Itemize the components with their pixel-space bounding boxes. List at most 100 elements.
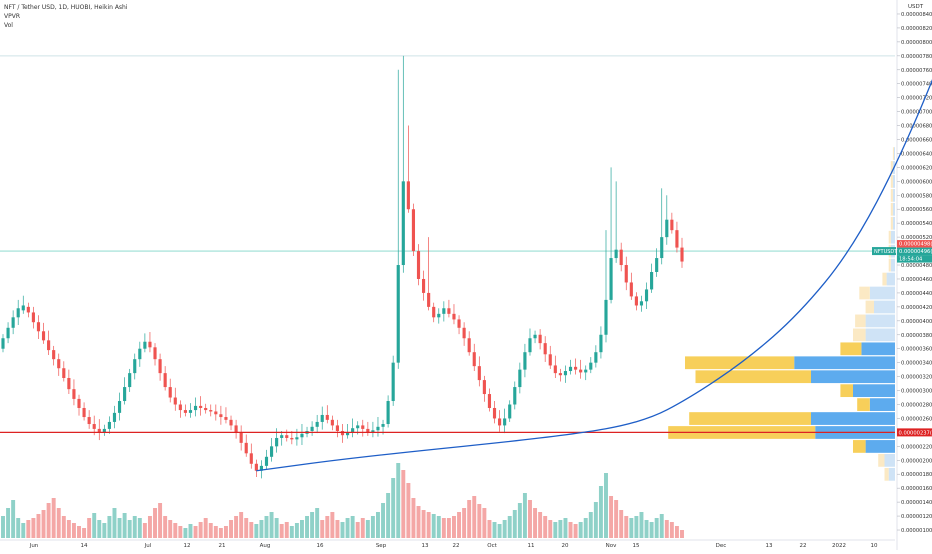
candle-body: [665, 220, 668, 237]
candle-body: [311, 427, 314, 431]
price-tick-label: 0.00000360: [901, 347, 932, 353]
candle-body: [326, 415, 329, 420]
volume-bar: [229, 520, 233, 538]
volume-bar: [234, 516, 238, 538]
candle-body: [503, 418, 506, 425]
candle-body: [235, 425, 238, 432]
candle-body: [285, 435, 288, 438]
candle-body: [579, 370, 582, 373]
candle-body: [265, 457, 268, 466]
volume-bar: [330, 512, 334, 538]
vpvr-down-bar: [893, 147, 894, 160]
volume-bar: [194, 526, 198, 538]
candle-body: [625, 265, 628, 282]
volume-bar: [442, 518, 446, 538]
time-tick-label: Aug: [260, 543, 271, 549]
vpvr-down-bar: [866, 301, 874, 314]
price-tick-label: 0.00000480: [901, 263, 932, 269]
volume-bar: [558, 520, 562, 538]
volume-bar: [401, 470, 405, 538]
candle-body: [229, 420, 232, 426]
candle-body: [133, 359, 136, 373]
candle-body: [609, 258, 612, 300]
candle-body: [47, 340, 50, 350]
price-tick-label: 0.00000140: [901, 500, 932, 506]
candle-body: [463, 328, 466, 338]
vpvr-up-bar: [853, 384, 895, 397]
candle-body: [331, 420, 334, 426]
vpvr-down-bar: [891, 203, 893, 216]
volume-bar: [16, 518, 20, 538]
volume-bar: [650, 522, 654, 538]
candle-body: [432, 307, 435, 317]
volume-bar: [315, 508, 319, 538]
volume-bar: [503, 520, 507, 538]
last-price-label: 0.00000498(3): [899, 242, 932, 248]
candle-body: [118, 401, 121, 413]
candle-body: [417, 251, 420, 279]
volume-bar: [482, 508, 486, 538]
vpvr-down-bar: [840, 342, 861, 355]
candle-body: [12, 317, 15, 327]
vpvr-down-bar: [882, 273, 886, 286]
last-price-label: 18:54:04: [899, 257, 923, 263]
candle-body: [412, 209, 415, 251]
candle-body: [32, 312, 35, 322]
price-tick-label: 0.00000200: [901, 458, 932, 464]
candle-body: [604, 300, 607, 335]
candle-body: [670, 220, 673, 230]
volume-bar: [493, 522, 497, 538]
time-tick-label: Jul: [144, 543, 152, 549]
candle-body: [508, 405, 511, 419]
vpvr-up-bar: [794, 356, 895, 369]
volume-bar: [249, 522, 253, 538]
volume-bar: [452, 516, 456, 538]
volume-bar: [604, 473, 608, 538]
volume-bar: [366, 520, 370, 538]
volume-bar: [533, 508, 537, 538]
volume-bar: [361, 518, 365, 538]
candle-body: [143, 342, 146, 349]
candle-body: [250, 453, 253, 463]
vpvr-down-bar: [689, 412, 811, 425]
time-tick-label: 22: [800, 543, 807, 549]
support-label: 0.00000237(9): [899, 430, 932, 436]
price-tick-label: 0.00000740: [901, 82, 932, 88]
volume-bar: [629, 518, 633, 538]
candle-body: [138, 349, 141, 359]
volume-bar: [270, 512, 274, 538]
candle-body: [17, 308, 20, 317]
volume-bar: [670, 522, 674, 538]
volume-bar: [214, 526, 218, 538]
volume-bar: [259, 520, 263, 538]
vpvr-up-bar: [811, 412, 895, 425]
vpvr-down-bar: [685, 356, 794, 369]
candle-body: [539, 335, 542, 343]
candle-body: [660, 237, 663, 258]
volume-bar: [680, 530, 684, 538]
volume-bar: [199, 522, 203, 538]
candle-body: [27, 307, 30, 313]
candle-body: [67, 378, 70, 389]
candle-body: [528, 338, 531, 352]
vpvr-up-bar: [866, 315, 895, 328]
last-price-label: 0.00000496(2): [899, 249, 932, 255]
volume-bar: [123, 513, 127, 538]
price-tick-label: 0.00000580: [901, 193, 932, 199]
candle-body: [204, 408, 207, 410]
vpvr-up-bar: [874, 301, 895, 314]
indicator-vpvr: VPVR: [4, 12, 128, 21]
volume-bar: [310, 512, 314, 538]
candle-body: [22, 305, 25, 310]
time-tick-label: 20: [562, 543, 569, 549]
vpvr-down-bar: [891, 189, 893, 202]
price-tick-label: 0.00000540: [901, 221, 932, 227]
price-tick-label: 0.00000180: [901, 472, 932, 478]
volume-bar: [437, 516, 441, 538]
price-tick-label: 0.00000100: [901, 528, 932, 534]
candle-body: [468, 338, 471, 352]
candle-body: [392, 363, 395, 401]
candle-body: [397, 265, 400, 363]
